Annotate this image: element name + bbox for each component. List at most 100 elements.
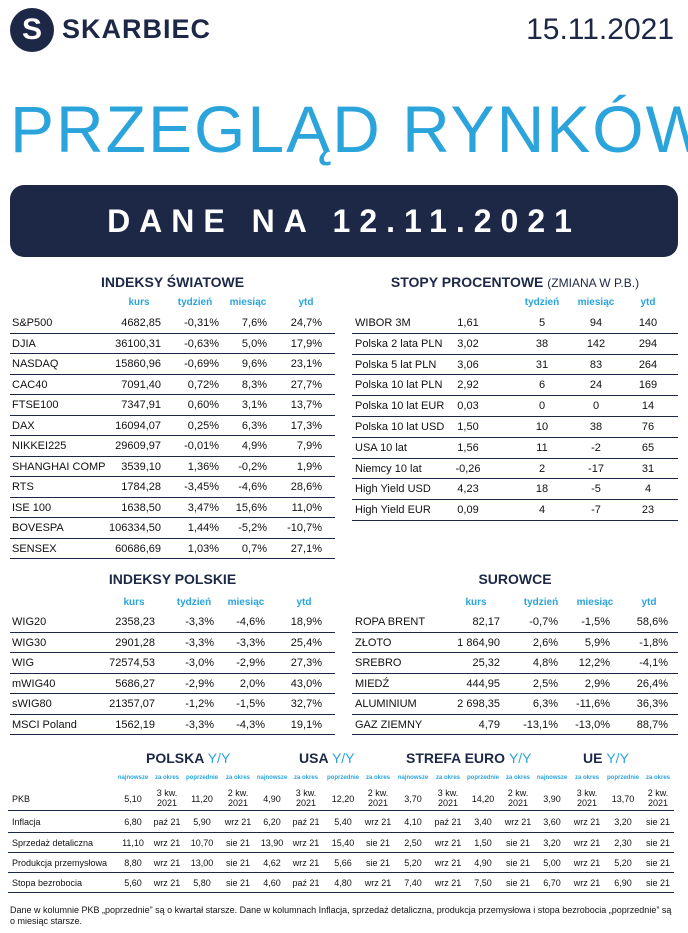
polish_indices-name-cell: sWIG80 — [12, 698, 52, 710]
macro-col-header: za okres — [293, 775, 318, 781]
polish_indices-row: MSCI Poland 1562,19 -3,3% -4,3% 19,1% — [10, 715, 335, 735]
global_indices-value-cell: 7,9% — [296, 440, 322, 452]
rates-value-cell: 2,92 — [457, 379, 479, 392]
macro-value-cell: wrz 21 — [434, 838, 462, 848]
rates-value-cell: 4 — [538, 504, 546, 517]
macro-col-header: najnowsze — [117, 775, 149, 781]
global_indices-value-cell: 7347,91 — [121, 399, 161, 411]
rates-value-cell: 169 — [638, 379, 658, 392]
macro-col-header: za okres — [435, 775, 460, 781]
global_indices-row: S&P500 4682,85 -0,31% 7,6% 24,7% — [10, 313, 335, 334]
rates-value-cell: -17 — [588, 462, 604, 475]
commodities-value-cell: -1,5% — [581, 616, 610, 628]
macro-value-cell: sie 21 — [645, 817, 671, 827]
rates-subtitle: (ZMIANA W P.B.) — [547, 276, 640, 290]
rates-row: Niemcy 10 lat -0,26 2 -17 31 — [352, 459, 678, 480]
global_indices-value-cell: 6,3% — [241, 419, 267, 432]
macro-row: PKB 5,10 3 kw. 2021 11,20 2 kw. 2021 4,90 3 kw… — [8, 787, 674, 811]
polish_indices-name-cell: MSCI Poland — [12, 718, 77, 731]
rates-row: High Yield USD 4,23 18 -5 4 — [352, 479, 678, 501]
polish_indices-value-cell: -3,3% — [185, 718, 214, 731]
macro-value-cell: 14,20 — [471, 794, 495, 804]
macro-value-cell: wrz 21 — [153, 878, 181, 888]
polish_indices-row: WIG20 2358,23 -3,3% -4,6% 18,9% — [10, 612, 335, 633]
macro-col-header: poprzednie — [185, 775, 218, 781]
rates-value-cell: 4 — [644, 483, 652, 496]
polish_indices-value-cell: -1,5% — [236, 698, 265, 710]
rates-value-cell: 94 — [589, 317, 603, 329]
macro-value-cell: paź 21 — [292, 817, 320, 827]
global_indices-value-cell: 17,9% — [290, 337, 322, 350]
rates-value-cell: -5 — [591, 483, 601, 496]
global_indices-col-header: miesiąc — [229, 297, 267, 308]
macro-value-cell: 5,90 — [193, 817, 211, 827]
rates-row: Polska 5 lat PLN 3,06 31 83 264 — [352, 355, 678, 376]
macro-value-cell: wrz 21 — [224, 817, 252, 827]
rates-title-main: STOPY PROCENTOWE — [390, 274, 544, 290]
polish_indices-value-cell: -2,9% — [185, 677, 214, 690]
commodities-row: SREBRO 25,32 4,8% 12,2% -4,1% — [352, 653, 678, 674]
macro-group-strefa-euro: STREFA EURO Y/Y — [406, 750, 532, 766]
global_indices-value-cell: 17,3% — [290, 419, 322, 432]
header: S SKARBIEC 15.11.2021 — [0, 0, 688, 60]
macro-group-polska: POLSKA Y/Y — [146, 750, 230, 766]
commodities-name-cell: ZŁOTO — [355, 636, 392, 649]
polish_indices-row: sWIG80 21357,07 -1,2% -1,5% 32,7% — [10, 694, 335, 715]
global_indices-col-header: kurs — [128, 297, 150, 308]
rates-value-cell: 11 — [536, 441, 548, 454]
commodities-value-cell: 25,32 — [472, 657, 500, 669]
rates-name-cell: Polska 10 lat USD — [355, 421, 445, 433]
rates-name-cell: WIBOR 3M — [355, 317, 411, 329]
global_indices-value-cell: 0,72% — [187, 378, 219, 391]
polish_indices-col-header: kurs — [123, 597, 145, 608]
macro-group-name: USA — [299, 750, 329, 766]
global_indices-value-cell: 24,7% — [290, 317, 322, 329]
rates-value-cell: 65 — [641, 441, 655, 454]
global_indices-value-cell: 16094,07 — [115, 419, 161, 432]
rates-value-cell: 83 — [589, 358, 603, 371]
macro-value-cell: wrz 21 — [364, 878, 392, 888]
commodities-title: SUROWCE — [478, 571, 552, 587]
global_indices-row: NASDAQ 15860,96 -0,69% 9,6% 23,1% — [10, 354, 335, 375]
global_indices-value-cell: 9,6% — [241, 358, 267, 370]
global_indices-value-cell: 36100,31 — [115, 337, 161, 350]
commodities-value-cell: -0,7% — [529, 616, 558, 628]
rates-value-cell: 18 — [535, 483, 549, 496]
macro-value-cell: 4,60 — [263, 878, 281, 888]
polish_indices-col-header: ytd — [296, 597, 312, 608]
macro-value-cell: sie 21 — [505, 858, 531, 868]
rates-name-cell: Polska 5 lat PLN — [355, 358, 437, 371]
global_indices-row: ISE 100 1638,50 3,47% 15,6% 11,0% — [10, 498, 335, 518]
macro-value-cell: 2,30 — [614, 838, 632, 848]
macro-col-header: najnowsze — [536, 775, 568, 781]
macro-value-cell: wrz 21 — [434, 858, 462, 868]
global_indices-value-cell: -0,31% — [184, 317, 219, 329]
rates-value-cell: 5 — [538, 317, 546, 329]
global_indices-name-cell: DAX — [12, 419, 35, 432]
polish_indices-value-cell: -1,2% — [185, 698, 214, 710]
macro-value-cell: 5,20 — [404, 858, 422, 868]
rates-row: WIBOR 3M 1,61 5 94 140 — [352, 313, 678, 334]
rates-value-cell: 0 — [592, 400, 600, 413]
commodities-value-cell: -13,1% — [523, 718, 558, 731]
macro-value-cell: 2 kw. 2021 — [507, 788, 529, 808]
rates-value-cell: 3,06 — [457, 358, 479, 371]
macro-value-cell: 6,70 — [543, 878, 561, 888]
macro-value-cell: sie 21 — [365, 838, 391, 848]
macro-row-label: PKB — [12, 794, 31, 804]
global_indices-row: CAC40 7091,40 0,72% 8,3% 27,7% — [10, 375, 335, 395]
global-indices-title: INDEKSY ŚWIATOWE — [100, 274, 245, 290]
banner-text: DANE NA 12.11.2021 — [107, 203, 581, 239]
macro-value-cell: 5,60 — [124, 878, 142, 888]
macro-group-name: STREFA EURO — [406, 750, 506, 766]
commodities-value-cell: -13,0% — [575, 718, 610, 731]
macro-value-cell: 15,40 — [331, 838, 355, 848]
global_indices-row: BOVESPA 106334,50 1,44% -5,2% -10,7% — [10, 518, 335, 539]
global_indices-name-cell: ISE 100 — [12, 501, 52, 514]
commodities-name-cell: MIEDŹ — [355, 677, 390, 690]
logo-icon: S — [10, 8, 54, 52]
global_indices-row: NIKKEI225 29609,97 -0,01% 4,9% 7,9% — [10, 436, 335, 457]
polish_indices-value-cell: 1562,19 — [115, 718, 155, 731]
macro-value-cell: wrz 21 — [573, 817, 601, 827]
brand-name: SKARBIEC — [62, 14, 212, 44]
